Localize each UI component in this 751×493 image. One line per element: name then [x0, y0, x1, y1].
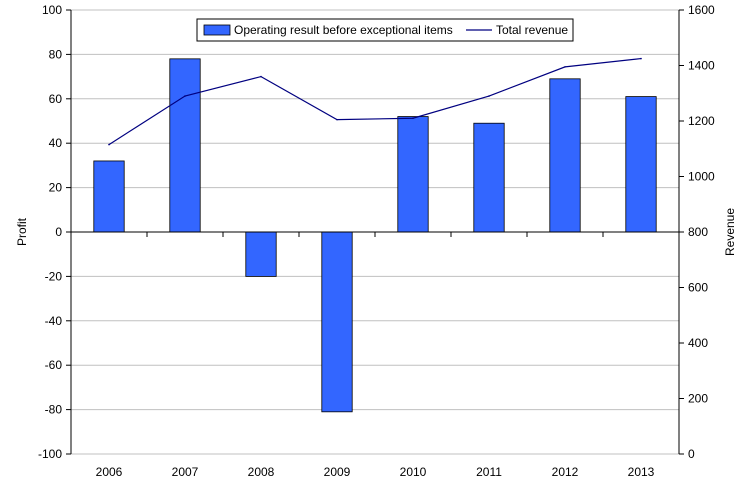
- revenue-line: [108, 57, 642, 146]
- x-axis-ticks: 2006 2007 2008 2009 2010 2011 2012 2013: [70, 232, 680, 479]
- bar: [473, 122, 505, 233]
- y-axis-ticks: 100 80 60 40 20 0 -20 -40 -60 -80 -100: [38, 3, 71, 461]
- y2-tick-label: 0: [688, 447, 695, 461]
- y-tick-label: 0: [55, 225, 62, 239]
- bar: [549, 78, 581, 233]
- bar-series: [93, 58, 657, 413]
- line-point: [564, 66, 566, 68]
- y-tick-label: -60: [45, 358, 63, 372]
- y-tick-label: -80: [45, 403, 63, 417]
- y2-tick-label: 1400: [688, 59, 715, 73]
- line-point: [640, 57, 642, 60]
- legend-line-label: Total revenue: [496, 23, 568, 37]
- y-tick-label: 100: [42, 3, 62, 17]
- bar: [397, 116, 429, 233]
- legend: Operating result before exceptional item…: [196, 18, 574, 42]
- x-tick-label: 2013: [628, 465, 655, 479]
- y-tick-label: 80: [49, 47, 63, 61]
- bar: [169, 58, 201, 233]
- line-point: [108, 143, 110, 146]
- x-tick-label: 2008: [248, 465, 275, 479]
- y-axis-title: Profit: [15, 217, 29, 246]
- y-tick-label: 40: [49, 136, 63, 150]
- line-point: [336, 118, 338, 121]
- x-tick-label: 2012: [552, 465, 579, 479]
- y2-tick-label: 400: [688, 336, 708, 350]
- legend-bar-label: Operating result before exceptional item…: [234, 23, 453, 37]
- legend-bar-swatch: [203, 24, 231, 36]
- y-tick-label: -40: [45, 314, 63, 328]
- y2-axis-ticks: 1600 1400 1200 1000 800 600 400 200 0: [679, 3, 715, 461]
- y2-axis-title: Revenue: [723, 208, 737, 256]
- bar: [321, 231, 353, 413]
- x-tick-label: 2009: [324, 465, 351, 479]
- x-tick-label: 2011: [476, 465, 502, 479]
- x-tick-label: 2006: [96, 465, 123, 479]
- bar: [245, 231, 277, 277]
- y2-tick-label: 1000: [688, 170, 715, 184]
- line-point: [488, 95, 490, 97]
- y2-tick-label: 800: [688, 225, 708, 239]
- y-tick-label: -100: [38, 447, 62, 461]
- y2-tick-label: 200: [688, 392, 708, 406]
- bar: [625, 96, 657, 233]
- x-tick-label: 2007: [172, 465, 199, 479]
- y-tick-label: -20: [45, 269, 63, 283]
- y2-tick-label: 1200: [688, 114, 715, 128]
- y-tick-label: 60: [49, 92, 63, 106]
- x-tick-label: 2010: [400, 465, 427, 479]
- legend-box: [196, 18, 574, 42]
- y-tick-label: 20: [49, 181, 63, 195]
- line-point: [184, 95, 186, 97]
- line-series: [108, 57, 642, 146]
- bar: [93, 160, 125, 233]
- y2-tick-label: 600: [688, 281, 708, 295]
- line-point: [412, 117, 414, 120]
- y2-tick-label: 1600: [688, 3, 715, 17]
- line-point: [260, 75, 262, 78]
